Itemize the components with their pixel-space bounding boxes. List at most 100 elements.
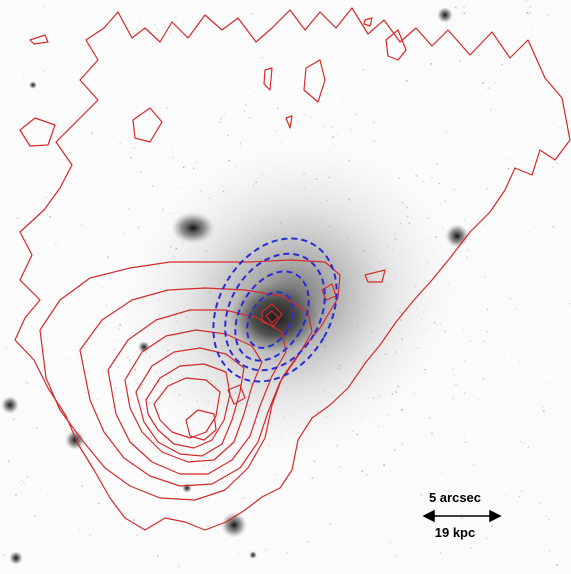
noise-speck — [81, 235, 84, 237]
noise-speck — [508, 157, 510, 159]
noise-speck — [548, 550, 551, 553]
noise-speck — [22, 76, 24, 78]
noise-speck — [7, 460, 10, 462]
noise-speck — [329, 523, 332, 525]
star-source — [138, 341, 150, 353]
star-source — [9, 551, 23, 565]
noise-speck — [451, 368, 454, 371]
noise-speck — [421, 181, 424, 183]
noise-speck — [453, 132, 455, 135]
noise-speck — [175, 491, 178, 493]
noise-speck — [220, 118, 222, 120]
noise-speck — [452, 397, 454, 400]
noise-speck — [349, 438, 351, 440]
noise-speck — [89, 534, 92, 536]
noise-speck — [133, 147, 136, 149]
noise-speck — [129, 361, 131, 363]
noise-speck — [43, 5, 46, 7]
noise-speck — [156, 27, 158, 30]
noise-speck — [470, 547, 472, 549]
noise-speck — [552, 225, 555, 228]
noise-speck — [309, 116, 311, 118]
noise-speck — [331, 126, 333, 128]
noise-speck — [153, 106, 155, 108]
noise-speck — [511, 127, 513, 130]
noise-speck — [478, 54, 480, 56]
noise-speck — [362, 68, 365, 71]
noise-speck — [394, 555, 397, 557]
noise-speck — [494, 82, 497, 84]
star-source — [65, 430, 85, 450]
noise-speck — [566, 10, 568, 13]
noise-speck — [136, 28, 138, 30]
noise-speck — [336, 485, 338, 487]
radio-contour — [246, 291, 294, 349]
noise-speck — [263, 139, 265, 141]
noise-speck — [239, 142, 242, 144]
noise-speck — [244, 110, 246, 112]
xray-contour-island — [19, 117, 56, 147]
noise-speck — [101, 264, 103, 267]
noise-speck — [245, 104, 247, 106]
noise-speck — [254, 90, 256, 93]
noise-speck — [464, 317, 467, 319]
noise-speck — [113, 359, 115, 361]
noise-speck — [224, 113, 226, 116]
noise-speck — [486, 330, 489, 333]
noise-speck — [361, 470, 364, 472]
noise-speck — [538, 514, 540, 516]
noise-speck — [26, 476, 29, 478]
noise-speck — [227, 134, 229, 137]
noise-speck — [261, 495, 263, 497]
noise-speck — [491, 525, 493, 527]
noise-speck — [339, 466, 341, 468]
scale-bar-arrow-left — [422, 509, 435, 523]
noise-speck — [477, 399, 479, 401]
noise-speck — [23, 482, 25, 484]
star-source — [221, 512, 247, 538]
noise-speck — [280, 141, 283, 144]
noise-speck — [383, 464, 385, 466]
noise-speck — [139, 387, 142, 389]
noise-speck — [127, 208, 130, 210]
noise-speck — [78, 529, 81, 531]
noise-speck — [261, 57, 263, 59]
noise-speck — [127, 355, 129, 358]
noise-speck — [118, 327, 120, 330]
noise-speck — [137, 226, 140, 229]
noise-speck — [105, 304, 108, 306]
noise-speck — [461, 517, 463, 519]
noise-speck — [90, 132, 93, 135]
noise-speck — [21, 479, 23, 482]
noise-speck — [265, 548, 267, 551]
noise-speck — [507, 167, 510, 170]
noise-speck — [91, 462, 93, 465]
noise-speck — [520, 441, 522, 443]
noise-speck — [463, 12, 465, 15]
noise-speck — [168, 425, 170, 427]
noise-speck — [401, 408, 403, 411]
noise-speck — [529, 6, 532, 8]
noise-speck — [141, 384, 144, 386]
noise-speck — [463, 392, 466, 394]
noise-speck — [482, 378, 485, 380]
scale-bar-angular-label: 5 arcsec — [428, 490, 482, 505]
noise-speck — [87, 101, 90, 103]
noise-speck — [124, 231, 126, 233]
noise-speck — [134, 378, 137, 381]
noise-speck — [55, 244, 57, 246]
noise-speck — [45, 196, 47, 199]
noise-speck — [367, 537, 369, 539]
noise-speck — [402, 54, 405, 56]
noise-speck — [484, 224, 486, 226]
xray-contour — [124, 329, 263, 463]
noise-speck — [446, 35, 448, 38]
noise-speck — [119, 142, 121, 145]
noise-speck — [165, 107, 168, 109]
noise-speck — [365, 474, 368, 476]
noise-speck — [274, 474, 277, 476]
noise-speck — [534, 137, 537, 139]
noise-speck — [16, 217, 19, 219]
noise-speck — [440, 204, 442, 206]
